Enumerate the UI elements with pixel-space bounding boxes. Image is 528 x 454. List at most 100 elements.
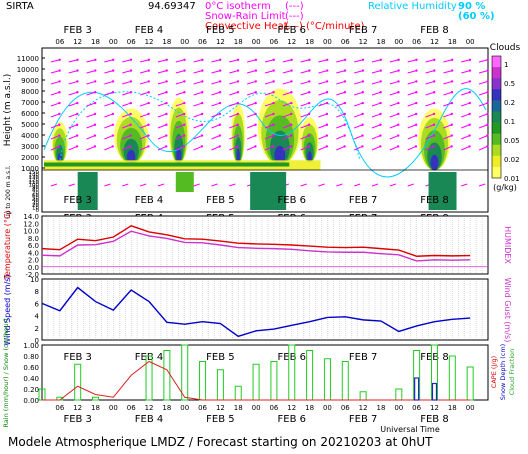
wind-arrow xyxy=(211,124,221,129)
wind-arrow xyxy=(247,59,257,63)
wind-arrow xyxy=(371,70,381,74)
wind-arrow-head xyxy=(236,91,240,94)
day-label: FEB 3 xyxy=(63,414,91,425)
day-label: FEB 6 xyxy=(278,195,306,206)
wind-arrow-head xyxy=(201,91,204,94)
wind-arrow-head xyxy=(379,145,382,148)
wind-arrow xyxy=(336,113,345,118)
colorbar-swatch xyxy=(492,67,501,79)
wind-arrow xyxy=(425,113,435,118)
low-y-tick-label: 100 xyxy=(29,183,40,189)
wind-arrow-head xyxy=(272,69,275,72)
low-y-tick-label: 130 xyxy=(29,175,40,181)
hour-label: 12 xyxy=(430,38,439,46)
wind-arrow-head xyxy=(289,145,293,148)
wind-arrow xyxy=(389,59,399,63)
hour-label: 18 xyxy=(448,38,457,46)
wind-arrow-head xyxy=(183,80,186,83)
wind-arrow-head xyxy=(200,112,204,116)
wind-arrow-head xyxy=(397,58,400,61)
wind-arrow xyxy=(193,113,203,118)
wind-arrow xyxy=(264,91,274,96)
wind-arrow-head xyxy=(397,69,400,72)
wind-arrow xyxy=(318,113,328,118)
wind-arrow-head xyxy=(343,123,346,126)
wind-arrow xyxy=(104,145,113,151)
wind-series-line xyxy=(41,286,471,338)
wind-arrow xyxy=(371,145,381,151)
wind-arrow xyxy=(193,145,203,151)
wind-arrow-head xyxy=(468,91,472,94)
wind-arrow-head xyxy=(165,134,168,137)
wind-arrow xyxy=(175,102,185,107)
coords: 94.69347 xyxy=(148,1,196,12)
y-tick-label: 2.0 xyxy=(28,257,39,265)
day-label: FEB 8 xyxy=(420,195,448,206)
wind-arrow-head xyxy=(414,145,418,148)
wind-arrow xyxy=(443,102,453,107)
wind-arrow xyxy=(461,70,471,74)
wind-arrow xyxy=(104,135,113,140)
wind-arrow xyxy=(211,113,221,118)
wind-arrow-head xyxy=(165,80,168,83)
wind-arrow-head xyxy=(58,91,61,94)
wind-arrow-head xyxy=(272,101,275,105)
wind-arrow xyxy=(86,113,96,118)
wind-arrow-head xyxy=(76,80,79,83)
wind-arrow xyxy=(282,102,292,107)
hour-label: 00 xyxy=(180,404,189,412)
right-axis-label: Cloud Fraction xyxy=(508,349,516,396)
wind-arrow xyxy=(157,70,167,74)
cloud-shape xyxy=(307,151,312,163)
legend-right-label: Relative Humidity xyxy=(368,1,457,12)
wind-arrow-head xyxy=(147,58,151,61)
wind-arrow-head xyxy=(147,101,150,105)
day-label: FEB 7 xyxy=(349,25,377,36)
wind-arrow xyxy=(139,124,149,129)
wind-arrow-head xyxy=(432,91,436,94)
day-label: FEB 4 xyxy=(135,352,163,363)
wind-arrow-head xyxy=(183,69,186,72)
wind-arrow-head xyxy=(468,112,471,116)
hour-label: 06 xyxy=(127,38,136,46)
y-tick-label: 8.0 xyxy=(28,235,39,243)
wind-arrow-head xyxy=(325,80,329,83)
wind-arrow-head xyxy=(200,145,204,148)
low-y-tick-label: 120 xyxy=(29,178,40,184)
wind-arrow-head xyxy=(486,112,489,116)
day-label: FEB 7 xyxy=(349,195,377,206)
wind-arrow xyxy=(264,113,274,118)
y-tick-label: 0.80 xyxy=(23,353,39,361)
wind-arrow-head xyxy=(76,69,79,72)
low-y-tick-label: 60 xyxy=(32,193,39,199)
wind-arrow-head xyxy=(432,112,436,116)
wind-arrow xyxy=(443,135,452,140)
wind-arrow-head xyxy=(111,58,115,61)
wind-arrow-head xyxy=(58,123,61,126)
wind-arrow-head xyxy=(361,145,364,148)
wind-arrow-head xyxy=(76,101,79,105)
wind-arrow xyxy=(443,80,453,85)
legend-right-value: (60 %) xyxy=(458,11,495,22)
wind-arrow xyxy=(229,102,238,107)
wind-arrow xyxy=(461,102,470,107)
wind-arrow xyxy=(229,91,239,96)
x-axis-label: Universal Time xyxy=(380,425,440,434)
wind-arrow-head xyxy=(254,112,257,116)
y-tick-label: 10 xyxy=(30,276,39,284)
wind-arrow xyxy=(300,145,310,151)
wind-arrow-head xyxy=(379,123,382,126)
wind-arrow xyxy=(50,91,60,96)
wind-arrow-head xyxy=(290,123,293,126)
legend-left-label: Snow-Rain Limit xyxy=(205,11,286,22)
wind-arrow-head xyxy=(201,80,204,83)
low-cloud xyxy=(175,172,194,192)
wind-arrow xyxy=(300,113,310,118)
wind-arrow-head xyxy=(343,101,347,105)
wind-arrow-head xyxy=(397,134,400,137)
wind-arrow-head xyxy=(433,58,436,61)
cloud-blob xyxy=(257,88,302,165)
wind-arrow-head xyxy=(93,134,97,137)
wind-arrow xyxy=(407,102,417,107)
site-name: SIRTA xyxy=(6,1,34,12)
